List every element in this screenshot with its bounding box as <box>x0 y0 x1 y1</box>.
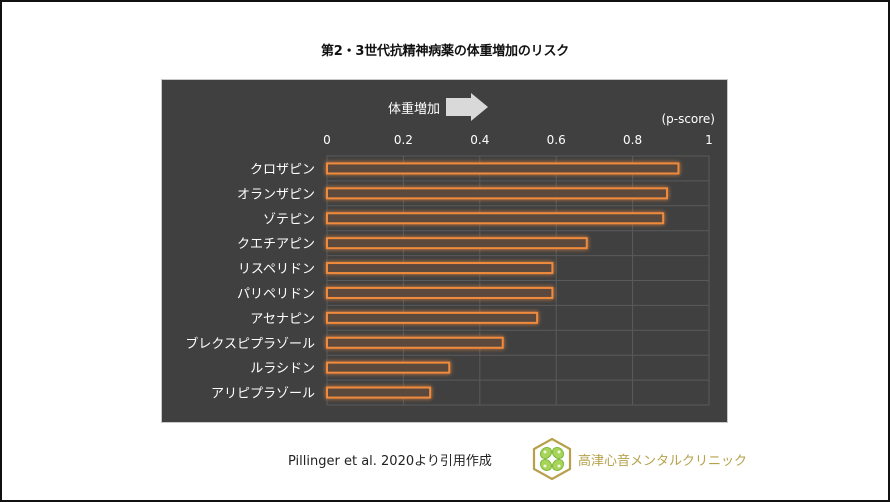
category-label: クエチアピン <box>237 237 315 252</box>
bar <box>326 187 668 200</box>
x-tick-label: 0.6 <box>547 133 566 147</box>
right-arrow-icon <box>446 93 488 121</box>
bar <box>326 336 504 349</box>
category-label: アセナピン <box>250 312 315 327</box>
bar <box>326 162 680 175</box>
category-label: クロザピン <box>250 162 315 177</box>
category-label: アリピプラゾール <box>211 387 315 402</box>
category-label: パリペリドン <box>237 287 315 302</box>
x-tick-label: 0 <box>323 133 331 147</box>
bar <box>326 262 554 275</box>
bar <box>326 361 451 374</box>
category-label: ブレクスピプラゾール <box>185 336 315 352</box>
clinic-name: 高津心音メンタルクリニック <box>578 454 748 469</box>
bar <box>326 311 539 324</box>
bar <box>326 212 665 225</box>
bar <box>326 237 588 250</box>
x-tick-label: 0.4 <box>470 133 489 147</box>
x-tick-label: 0.8 <box>623 133 642 147</box>
bar-chart: クロザピンオランザピンゾテピンクエチアピンリスペリドンパリペリドンアセナピンブレ… <box>185 93 715 406</box>
x-tick-label: 1 <box>705 133 713 147</box>
clover-hexagon-logo-icon <box>532 437 572 481</box>
x-axis-label: (p-score) <box>661 112 715 126</box>
category-label: リスペリドン <box>238 262 315 277</box>
slide-title: 第2・3世代抗精神病薬の体重増加のリスク <box>320 44 570 59</box>
weight-gain-annotation: 体重増加 <box>388 101 440 117</box>
bar <box>326 286 554 299</box>
category-label: ルラシドン <box>250 362 315 377</box>
category-label: ゾテピン <box>263 212 315 227</box>
source-citation: Pillinger et al. 2020より引用作成 <box>288 454 492 469</box>
chart-container: クロザピンオランザピンゾテピンクエチアピン リスペリドン パリペリドンアセナピンブレ… <box>161 79 728 423</box>
category-label: オランザピン <box>237 187 315 202</box>
bar <box>326 386 432 399</box>
x-tick-label: 0.2 <box>394 133 413 147</box>
